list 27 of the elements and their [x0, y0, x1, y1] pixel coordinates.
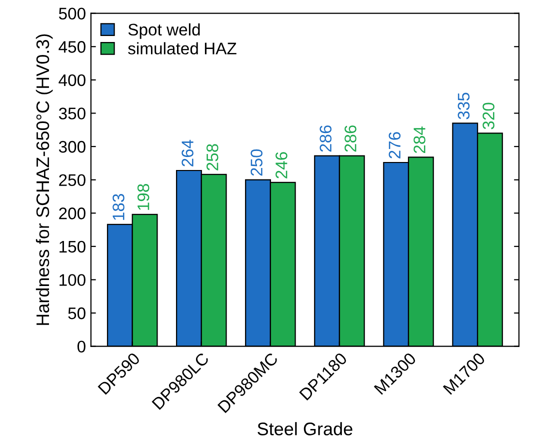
data-label: 286 — [320, 125, 332, 152]
legend-label: Spot weld — [128, 23, 200, 39]
y-tick-label: 300 — [58, 140, 86, 153]
y-tick-label: 400 — [58, 74, 86, 86]
data-label: 250 — [250, 149, 262, 176]
y-tick-label: 50 — [68, 307, 86, 320]
data-label: 246 — [276, 152, 288, 178]
x-axis-title: Steel Grade — [258, 422, 352, 436]
data-label: 286 — [344, 125, 356, 152]
data-label: 335 — [458, 92, 470, 120]
data-label: 258 — [206, 144, 218, 170]
data-label: 276 — [388, 132, 401, 158]
data-label: 264 — [182, 140, 194, 166]
y-tick-label: 250 — [59, 174, 86, 186]
y-tick-label: 350 — [58, 108, 86, 120]
y-tick-label: 100 — [60, 274, 86, 286]
data-label: 284 — [414, 126, 426, 154]
data-label: 183 — [112, 194, 124, 220]
y-tick-label: 0 — [77, 340, 86, 353]
data-label: 198 — [137, 184, 150, 210]
y-tick-label: 450 — [58, 41, 86, 53]
y-tick-label: 200 — [59, 208, 86, 220]
y-axis-title: Hardness for SCHAZ-650°C (HV0.3) — [36, 34, 53, 325]
data-label: 320 — [482, 102, 494, 130]
legend-label: simulated HAZ — [128, 42, 236, 54]
y-tick-label: 150 — [60, 240, 86, 253]
y-tick-label: 500 — [58, 8, 86, 20]
